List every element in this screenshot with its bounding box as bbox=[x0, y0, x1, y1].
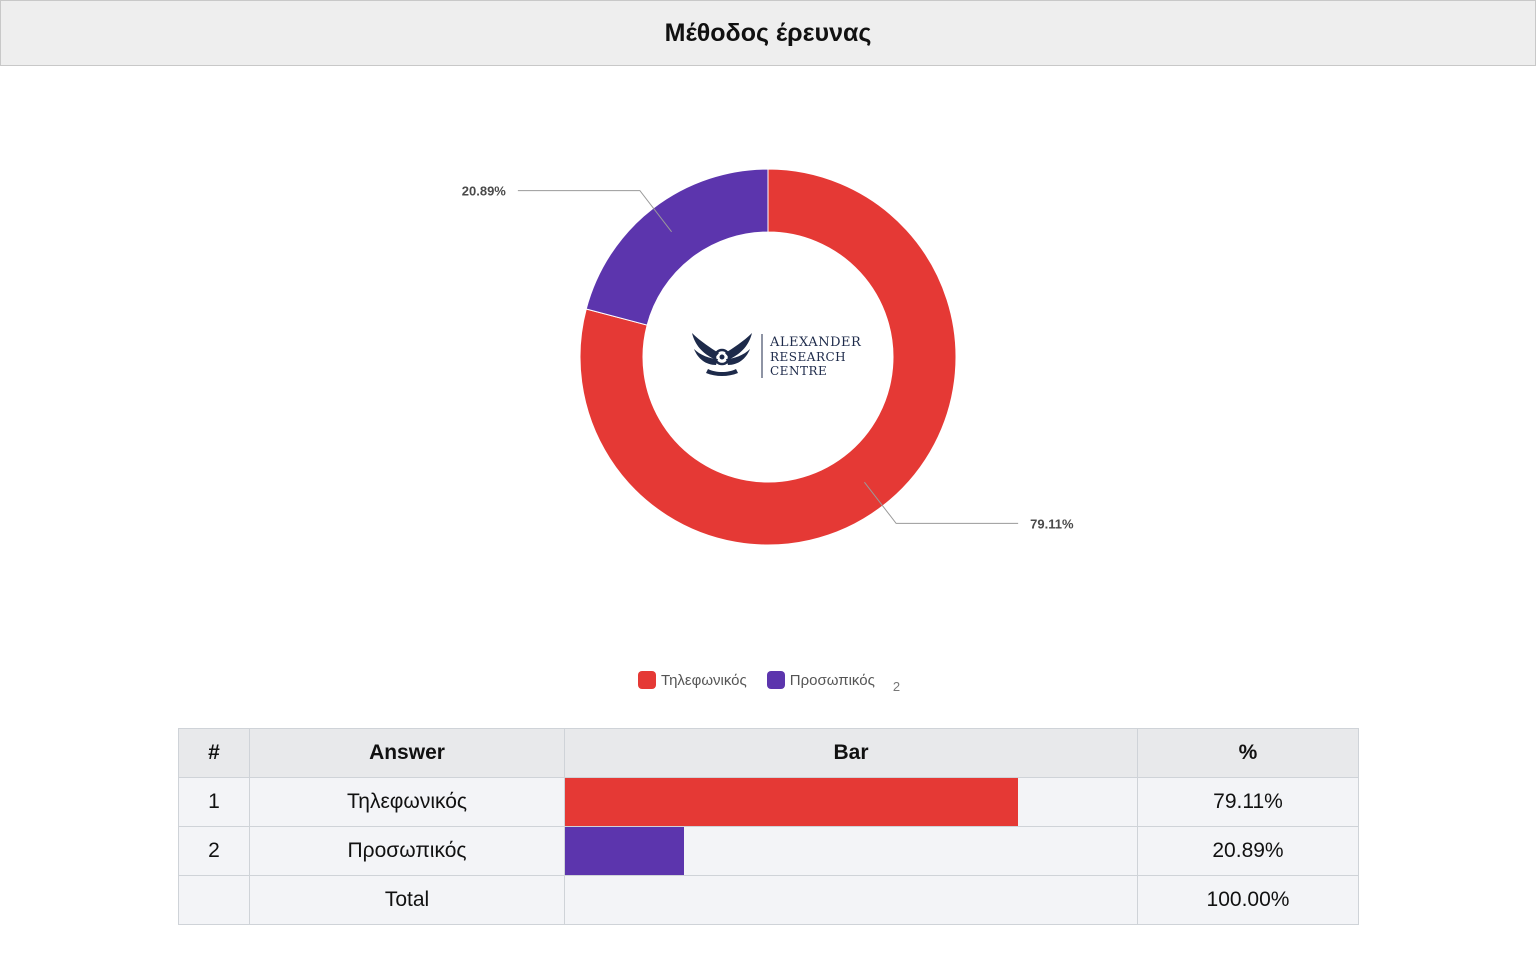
total-number bbox=[178, 875, 250, 925]
legend-item-personal[interactable]: Προσωπικός bbox=[766, 671, 875, 689]
row-bar-cell bbox=[564, 826, 1138, 876]
leader-line bbox=[517, 190, 672, 233]
slice-label: 79.11% bbox=[1030, 516, 1074, 531]
table-row: 1 Τηλεφωνικός 79.11% bbox=[178, 777, 1359, 827]
legend-swatch-personal bbox=[766, 671, 785, 689]
logo-line-2: RESEARCH bbox=[770, 350, 846, 364]
results-table: # Answer Bar % 1 Τηλεφωνικός 79.11% 2 Πρ… bbox=[178, 728, 1359, 925]
chart-legend: Τηλεφωνικός Προσωπικός 2 bbox=[638, 669, 901, 694]
row-bar-cell bbox=[564, 777, 1138, 827]
row-bar-personal bbox=[565, 827, 685, 875]
page-title: Μέθοδος έρευνας bbox=[664, 18, 872, 47]
total-label: Total bbox=[249, 875, 565, 925]
legend-note: 2 bbox=[892, 678, 901, 694]
legend-label-telephone: Τηλεφωνικός bbox=[661, 671, 747, 689]
eagle-logo-icon bbox=[692, 333, 752, 376]
row-bar-telephone bbox=[565, 778, 1018, 826]
center-logo: ALEXANDER RESEARCH CENTRE bbox=[692, 333, 862, 378]
leader-line bbox=[864, 481, 1019, 524]
row-number: 1 bbox=[178, 777, 250, 827]
slice-telephone[interactable] bbox=[579, 168, 957, 546]
logo-line-1: ALEXANDER bbox=[769, 335, 862, 350]
total-percent: 100.00% bbox=[1137, 875, 1359, 925]
table-total-row: Total 100.00% bbox=[178, 875, 1359, 925]
slice-personal[interactable] bbox=[585, 168, 769, 326]
header-percent: % bbox=[1137, 728, 1359, 778]
row-answer: Τηλεφωνικός bbox=[249, 777, 565, 827]
donut-chart: 79.11% 20.89% ALEXANDER RESEARCH CENTRE bbox=[462, 168, 1074, 546]
header-answer: Answer bbox=[249, 728, 565, 778]
legend-swatch-telephone bbox=[638, 671, 656, 689]
row-answer: Προσωπικός bbox=[249, 826, 565, 876]
table-row: 2 Προσωπικός 20.89% bbox=[178, 826, 1359, 876]
row-number: 2 bbox=[178, 826, 250, 876]
header-number: # bbox=[178, 728, 250, 778]
legend-item-telephone[interactable]: Τηλεφωνικός bbox=[638, 671, 747, 689]
slice-label: 20.89% bbox=[462, 184, 507, 199]
table-header-row: # Answer Bar % bbox=[178, 728, 1359, 778]
header-bar: Bar bbox=[564, 728, 1138, 778]
title-bar: Μέθοδος έρευνας bbox=[0, 0, 1536, 66]
total-bar-cell bbox=[564, 875, 1138, 925]
logo-line-3: CENTRE bbox=[770, 364, 827, 378]
legend-label-personal: Προσωπικός bbox=[789, 671, 875, 689]
row-percent: 79.11% bbox=[1137, 777, 1359, 827]
row-percent: 20.89% bbox=[1137, 826, 1359, 876]
